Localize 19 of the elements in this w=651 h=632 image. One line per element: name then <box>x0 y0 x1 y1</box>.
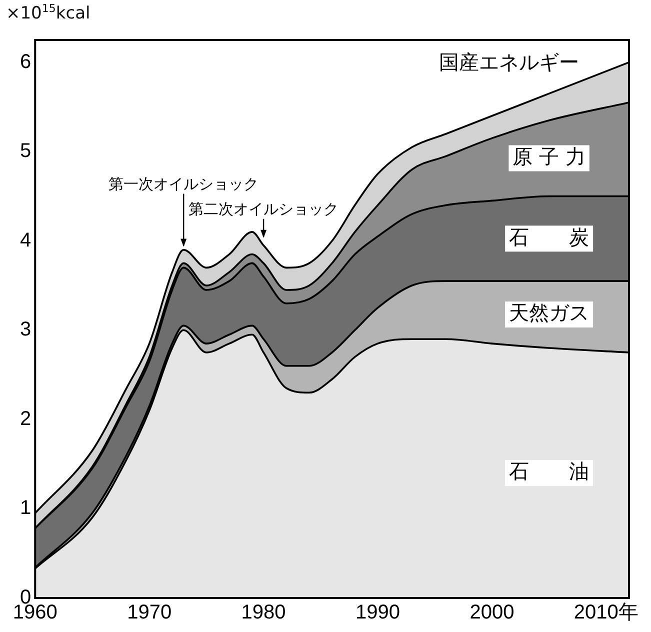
y-tick-label: 5 <box>20 140 32 162</box>
y-tick-label: 3 <box>20 318 32 341</box>
y-tick-label: 2 <box>20 408 32 430</box>
x-tick-label: 1990 <box>355 602 400 624</box>
x-tick-label: 2000 <box>470 602 514 624</box>
x-tick-label: 1980 <box>241 602 286 624</box>
x-tick-label: 2010年 <box>574 602 638 624</box>
y-tick-label: 1 <box>20 497 32 520</box>
y-axis-title: ×10$^{15}$kcal <box>6 2 90 24</box>
series-label: 石 油 <box>509 459 590 484</box>
y-tick-label: 6 <box>20 50 32 73</box>
series-label: 原 子 力 <box>512 144 586 168</box>
annotation: 第一次オイルショック <box>108 174 259 193</box>
x-tick-label: 1970 <box>127 602 172 624</box>
series-label: 石 炭 <box>509 224 590 249</box>
y-tick-label: 4 <box>20 229 32 252</box>
series-label: 天然ガス <box>509 300 590 325</box>
annotation: 第二次オイルショック <box>188 200 339 218</box>
series-label: 国産エネルギー <box>439 50 580 74</box>
